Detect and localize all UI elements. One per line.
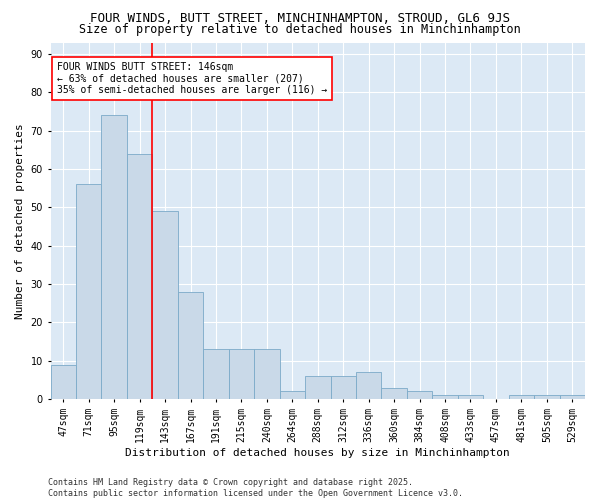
- Bar: [305, 376, 331, 399]
- Bar: [331, 376, 356, 399]
- Text: Contains HM Land Registry data © Crown copyright and database right 2025.
Contai: Contains HM Land Registry data © Crown c…: [48, 478, 463, 498]
- Bar: [382, 388, 407, 399]
- Text: FOUR WINDS, BUTT STREET, MINCHINHAMPTON, STROUD, GL6 9JS: FOUR WINDS, BUTT STREET, MINCHINHAMPTON,…: [90, 12, 510, 26]
- Bar: [50, 364, 76, 399]
- Y-axis label: Number of detached properties: Number of detached properties: [15, 123, 25, 318]
- Bar: [356, 372, 382, 399]
- Bar: [560, 395, 585, 399]
- Text: Size of property relative to detached houses in Minchinhampton: Size of property relative to detached ho…: [79, 22, 521, 36]
- Bar: [280, 392, 305, 399]
- Bar: [433, 395, 458, 399]
- Bar: [458, 395, 483, 399]
- Bar: [178, 292, 203, 399]
- Bar: [203, 349, 229, 399]
- Bar: [76, 184, 101, 399]
- Bar: [229, 349, 254, 399]
- Bar: [101, 116, 127, 399]
- Bar: [254, 349, 280, 399]
- Text: FOUR WINDS BUTT STREET: 146sqm
← 63% of detached houses are smaller (207)
35% of: FOUR WINDS BUTT STREET: 146sqm ← 63% of …: [57, 62, 327, 95]
- Bar: [509, 395, 534, 399]
- X-axis label: Distribution of detached houses by size in Minchinhampton: Distribution of detached houses by size …: [125, 448, 510, 458]
- Bar: [534, 395, 560, 399]
- Bar: [152, 211, 178, 399]
- Bar: [407, 392, 433, 399]
- Bar: [127, 154, 152, 399]
